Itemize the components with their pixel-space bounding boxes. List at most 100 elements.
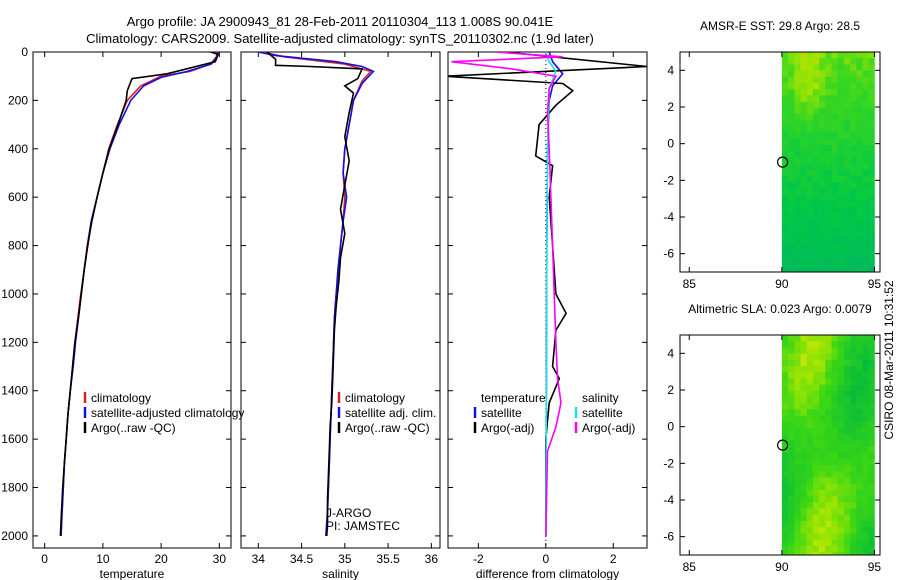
heatmap-cell <box>868 151 875 158</box>
heatmap-cell <box>781 483 789 491</box>
heatmap-cell <box>843 353 851 361</box>
heatmap-cell <box>800 459 807 466</box>
heatmap-cell <box>806 182 814 189</box>
heatmap-cell <box>837 459 845 466</box>
heatmap-cell <box>837 52 845 59</box>
heatmap-cell <box>800 390 807 398</box>
map-title: AMSR-E SST: 29.8 Argo: 28.5 <box>700 19 860 33</box>
heatmap-cell <box>800 151 807 158</box>
heatmap-cell <box>843 114 851 121</box>
heatmap-cell <box>862 502 869 509</box>
heatmap-cell <box>794 176 801 183</box>
heatmap-cell <box>788 539 795 547</box>
heatmap-cell <box>868 219 875 226</box>
heatmap-cell <box>837 483 845 491</box>
heatmap-cell <box>856 521 863 528</box>
heatmap-cell <box>825 238 832 245</box>
heatmap-cells <box>781 335 875 556</box>
heatmap-cell <box>806 256 814 264</box>
heatmap-cell <box>800 114 807 121</box>
heatmap-cell <box>788 269 795 273</box>
heatmap-cell <box>843 256 851 264</box>
heatmap-cell <box>781 384 789 392</box>
heatmap-cell <box>788 219 795 226</box>
heatmap-cell <box>819 366 826 373</box>
heatmap-cell <box>788 415 795 423</box>
heatmap-cell <box>800 188 807 195</box>
heatmap-cell <box>831 347 838 354</box>
heatmap-cell <box>788 421 795 429</box>
heatmap-cell <box>825 496 832 503</box>
y-tick-label: -2 <box>663 173 674 187</box>
heatmap-cell <box>806 213 814 220</box>
heatmap-cell <box>819 89 826 96</box>
heatmap-cell <box>794 533 801 540</box>
heatmap-cell <box>781 421 789 429</box>
heatmap-cell <box>825 366 832 373</box>
heatmap-cell <box>856 446 863 454</box>
heatmap-cell <box>868 70 875 78</box>
heatmap-cell <box>862 145 869 152</box>
heatmap-cell <box>800 353 807 361</box>
heatmap-cell <box>800 527 807 534</box>
heatmap-cell <box>862 157 869 164</box>
heatmap-cell <box>781 70 789 78</box>
heatmap-cell <box>812 471 820 478</box>
heatmap-cell <box>781 169 789 177</box>
heatmap-cell <box>794 138 801 146</box>
heatmap-cell <box>843 95 851 102</box>
heatmap-cell <box>794 552 801 556</box>
heatmap-cell <box>825 182 832 189</box>
heatmap-cell <box>862 477 869 485</box>
heatmap-cell <box>837 238 845 245</box>
heatmap-cell <box>812 514 820 522</box>
heatmap-cell <box>856 477 863 485</box>
heatmap-cell <box>850 378 857 385</box>
heatmap-cell <box>825 372 832 379</box>
heatmap-cell <box>781 200 789 208</box>
heatmap-cell <box>831 207 838 214</box>
heatmap-cell <box>806 231 814 239</box>
heatmap-cell <box>812 533 820 540</box>
heatmap-cell <box>819 415 826 423</box>
heatmap-cell <box>781 508 789 516</box>
heatmap-cell <box>794 440 801 447</box>
heatmap-cell <box>843 465 851 472</box>
heatmap-cell <box>819 83 826 90</box>
heatmap-cell <box>831 70 838 78</box>
plot-frame <box>240 51 441 549</box>
heatmap-cell <box>868 101 875 109</box>
heatmap-cell <box>806 58 814 65</box>
heatmap-cell <box>862 459 869 466</box>
heatmap-cell <box>812 452 820 460</box>
heatmap-cell <box>856 508 863 516</box>
heatmap-cell <box>831 120 838 127</box>
legend-entry: climatology <box>91 391 151 405</box>
y-tick-label: 0 <box>667 137 674 151</box>
heatmap-cell <box>831 384 838 392</box>
heatmap-cell <box>837 64 845 71</box>
heatmap-cell <box>812 213 820 220</box>
heatmap-cell <box>837 527 845 534</box>
heatmap-cell <box>856 397 863 404</box>
heatmap-cell <box>781 262 789 270</box>
heatmap-cell <box>812 390 820 398</box>
heatmap-cell <box>856 182 863 189</box>
heatmap-cell <box>837 145 845 152</box>
x-tick-label: 34.5 <box>290 552 314 566</box>
heatmap-cell <box>788 114 795 121</box>
x-tick-label: 35 <box>338 552 352 566</box>
heatmap-cell <box>850 157 857 164</box>
heatmap-cell <box>788 64 795 71</box>
heatmap-cell <box>862 207 869 214</box>
heatmap-cell <box>800 409 807 416</box>
heatmap-cell <box>843 231 851 239</box>
heatmap-cell <box>819 70 826 78</box>
heatmap-cell <box>812 465 820 472</box>
heatmap-cell <box>850 250 857 257</box>
heatmap-cell <box>868 335 875 342</box>
heatmap-cell <box>800 83 807 90</box>
heatmap-cell <box>843 521 851 528</box>
heatmap-cell <box>781 471 789 478</box>
map-panel-1: 85 90 95 4 2 0 -2 -4 -6 AMSR-E SST: 29.8 Argo: 28… <box>663 19 881 291</box>
